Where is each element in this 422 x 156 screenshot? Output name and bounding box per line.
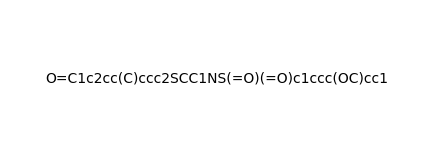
Text: O=C1c2cc(C)ccc2SCC1NS(=O)(=O)c1ccc(OC)cc1: O=C1c2cc(C)ccc2SCC1NS(=O)(=O)c1ccc(OC)cc… <box>45 72 388 86</box>
